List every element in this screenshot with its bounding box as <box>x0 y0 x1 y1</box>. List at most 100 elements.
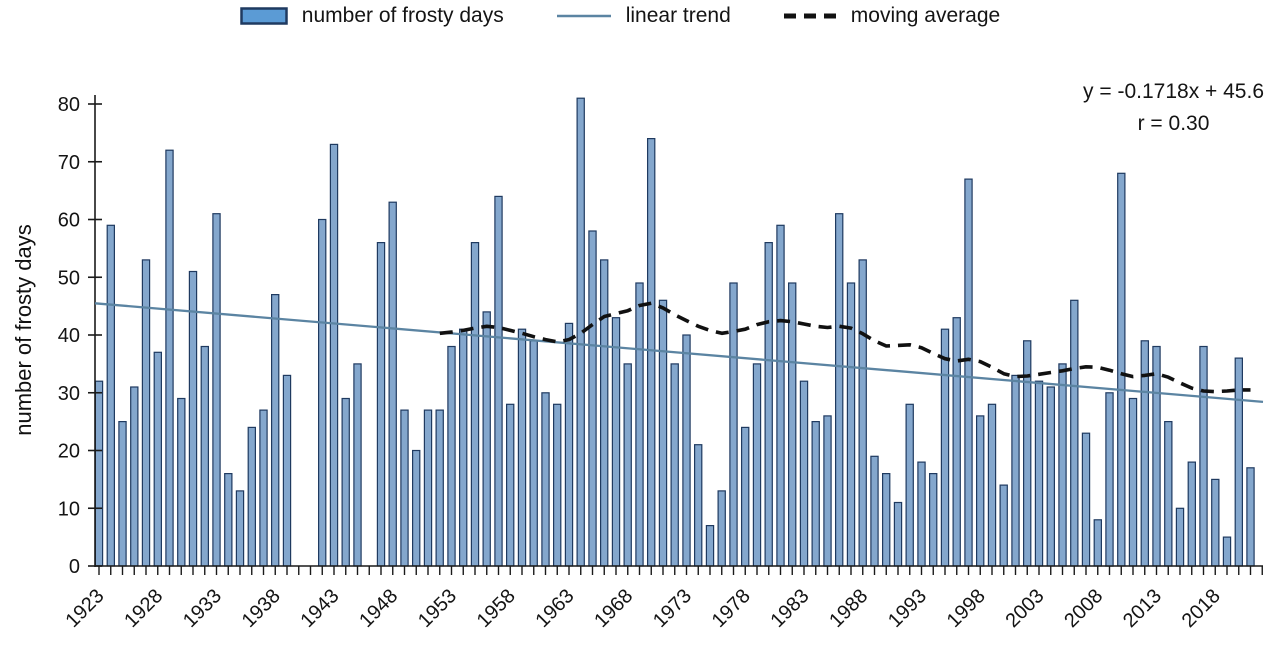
x-tick-label-1933: 1933 <box>179 585 226 632</box>
bar-1963 <box>564 322 574 567</box>
bar-1994 <box>928 473 938 567</box>
moving-average-swatch-icon <box>783 13 836 19</box>
bar-1977 <box>729 282 738 567</box>
y-tick-label-10: 10 <box>58 498 80 520</box>
bar-1944 <box>341 397 350 567</box>
bar-2001 <box>1011 374 1020 567</box>
bar-1995 <box>940 328 950 567</box>
bar-1957 <box>494 195 503 567</box>
bar-1997 <box>964 178 973 567</box>
bar-1987 <box>846 282 856 567</box>
legend-ma-label: moving average <box>850 4 1001 27</box>
bar-1936 <box>247 426 256 567</box>
bar-2016 <box>1187 461 1196 567</box>
moving-average-line <box>439 301 1251 394</box>
y-tick-label-60: 60 <box>58 210 80 232</box>
bar-1930 <box>177 397 186 567</box>
legend-item-trend: linear trend <box>556 4 731 28</box>
bar-1949 <box>400 409 409 567</box>
bar-1926 <box>130 386 139 567</box>
bar-1976 <box>717 490 726 567</box>
y-tick-label-80: 80 <box>58 94 80 116</box>
x-tick-label-2013: 2013 <box>1119 585 1166 632</box>
x-tick-label-1973: 1973 <box>649 585 696 632</box>
bar-1984 <box>811 421 820 567</box>
legend-item-ma: moving average <box>783 4 1000 28</box>
x-tick-label-1998: 1998 <box>943 585 990 632</box>
legend-trend-label: linear trend <box>625 4 731 27</box>
linear-trend-line <box>94 302 1264 404</box>
x-tick-label-1968: 1968 <box>590 585 637 632</box>
bar-1989 <box>870 455 879 567</box>
bar-1933 <box>212 213 221 567</box>
bar-1937 <box>259 409 268 567</box>
bar-1966 <box>599 259 609 567</box>
x-tick-label-1993: 1993 <box>884 585 931 632</box>
bar-1999 <box>987 403 997 567</box>
bar-1982 <box>787 282 797 567</box>
bar-1970 <box>646 138 656 567</box>
bar-1951 <box>423 409 433 567</box>
x-tick-label-1928: 1928 <box>120 585 167 632</box>
bar-1993 <box>917 461 926 567</box>
regression-r-value: r = 0.30 <box>1137 112 1210 135</box>
bar-2004 <box>1046 386 1055 567</box>
bar-2015 <box>1175 507 1185 567</box>
bar-2019 <box>1222 536 1232 567</box>
bar-1945 <box>353 363 362 567</box>
bar-1954 <box>459 328 468 567</box>
x-tick-label-1978: 1978 <box>708 585 755 632</box>
bar-2005 <box>1058 363 1067 567</box>
bar-1998 <box>975 415 985 567</box>
bar-2021 <box>1246 467 1255 567</box>
x-tick-label-2003: 2003 <box>1002 585 1049 632</box>
bar-1968 <box>623 363 632 567</box>
bar-1972 <box>670 363 679 567</box>
y-tick-label-30: 30 <box>58 383 80 405</box>
bar-2017 <box>1199 345 1208 567</box>
bar-1992 <box>905 403 914 567</box>
bar-swatch-icon <box>240 7 288 25</box>
trend-line-swatch-icon <box>556 14 611 18</box>
bar-2011 <box>1128 397 1138 567</box>
bar-1942 <box>318 218 327 567</box>
bar-1985 <box>823 415 832 567</box>
bar-1979 <box>752 363 762 567</box>
bar-1950 <box>412 449 421 567</box>
bar-1925 <box>118 421 127 567</box>
bar-1953 <box>447 345 456 567</box>
x-tick-label-1953: 1953 <box>414 585 461 632</box>
bar-1935 <box>235 490 245 567</box>
x-tick-label-1988: 1988 <box>825 585 872 632</box>
bar-1990 <box>881 473 891 567</box>
bar-1961 <box>541 392 550 567</box>
bar-1996 <box>952 317 961 567</box>
bar-2020 <box>1234 357 1243 567</box>
bar-1947 <box>376 242 386 567</box>
bar-1931 <box>188 270 198 567</box>
bar-1939 <box>282 374 292 567</box>
bar-1986 <box>834 213 844 567</box>
bar-1978 <box>740 426 750 567</box>
y-tick-label-70: 70 <box>58 152 80 174</box>
x-tick-label-1958: 1958 <box>473 585 520 632</box>
bar-1924 <box>106 224 115 567</box>
bar-1929 <box>165 149 174 567</box>
bar-1956 <box>482 311 491 567</box>
bar-2010 <box>1117 172 1126 567</box>
bar-1991 <box>893 501 903 567</box>
bar-1934 <box>224 473 233 567</box>
bar-1965 <box>588 230 597 567</box>
x-tick-label-2008: 2008 <box>1060 585 1107 632</box>
bar-1960 <box>529 340 538 567</box>
bar-1948 <box>388 201 397 567</box>
bar-1962 <box>552 403 562 567</box>
bar-1955 <box>470 242 480 567</box>
y-tick-label-50: 50 <box>58 267 80 289</box>
bar-1927 <box>141 259 151 567</box>
bar-1973 <box>682 334 691 567</box>
regression-annotation: y = -0.1718x + 45.6 r = 0.30 <box>1083 76 1264 140</box>
bar-1975 <box>705 524 715 567</box>
